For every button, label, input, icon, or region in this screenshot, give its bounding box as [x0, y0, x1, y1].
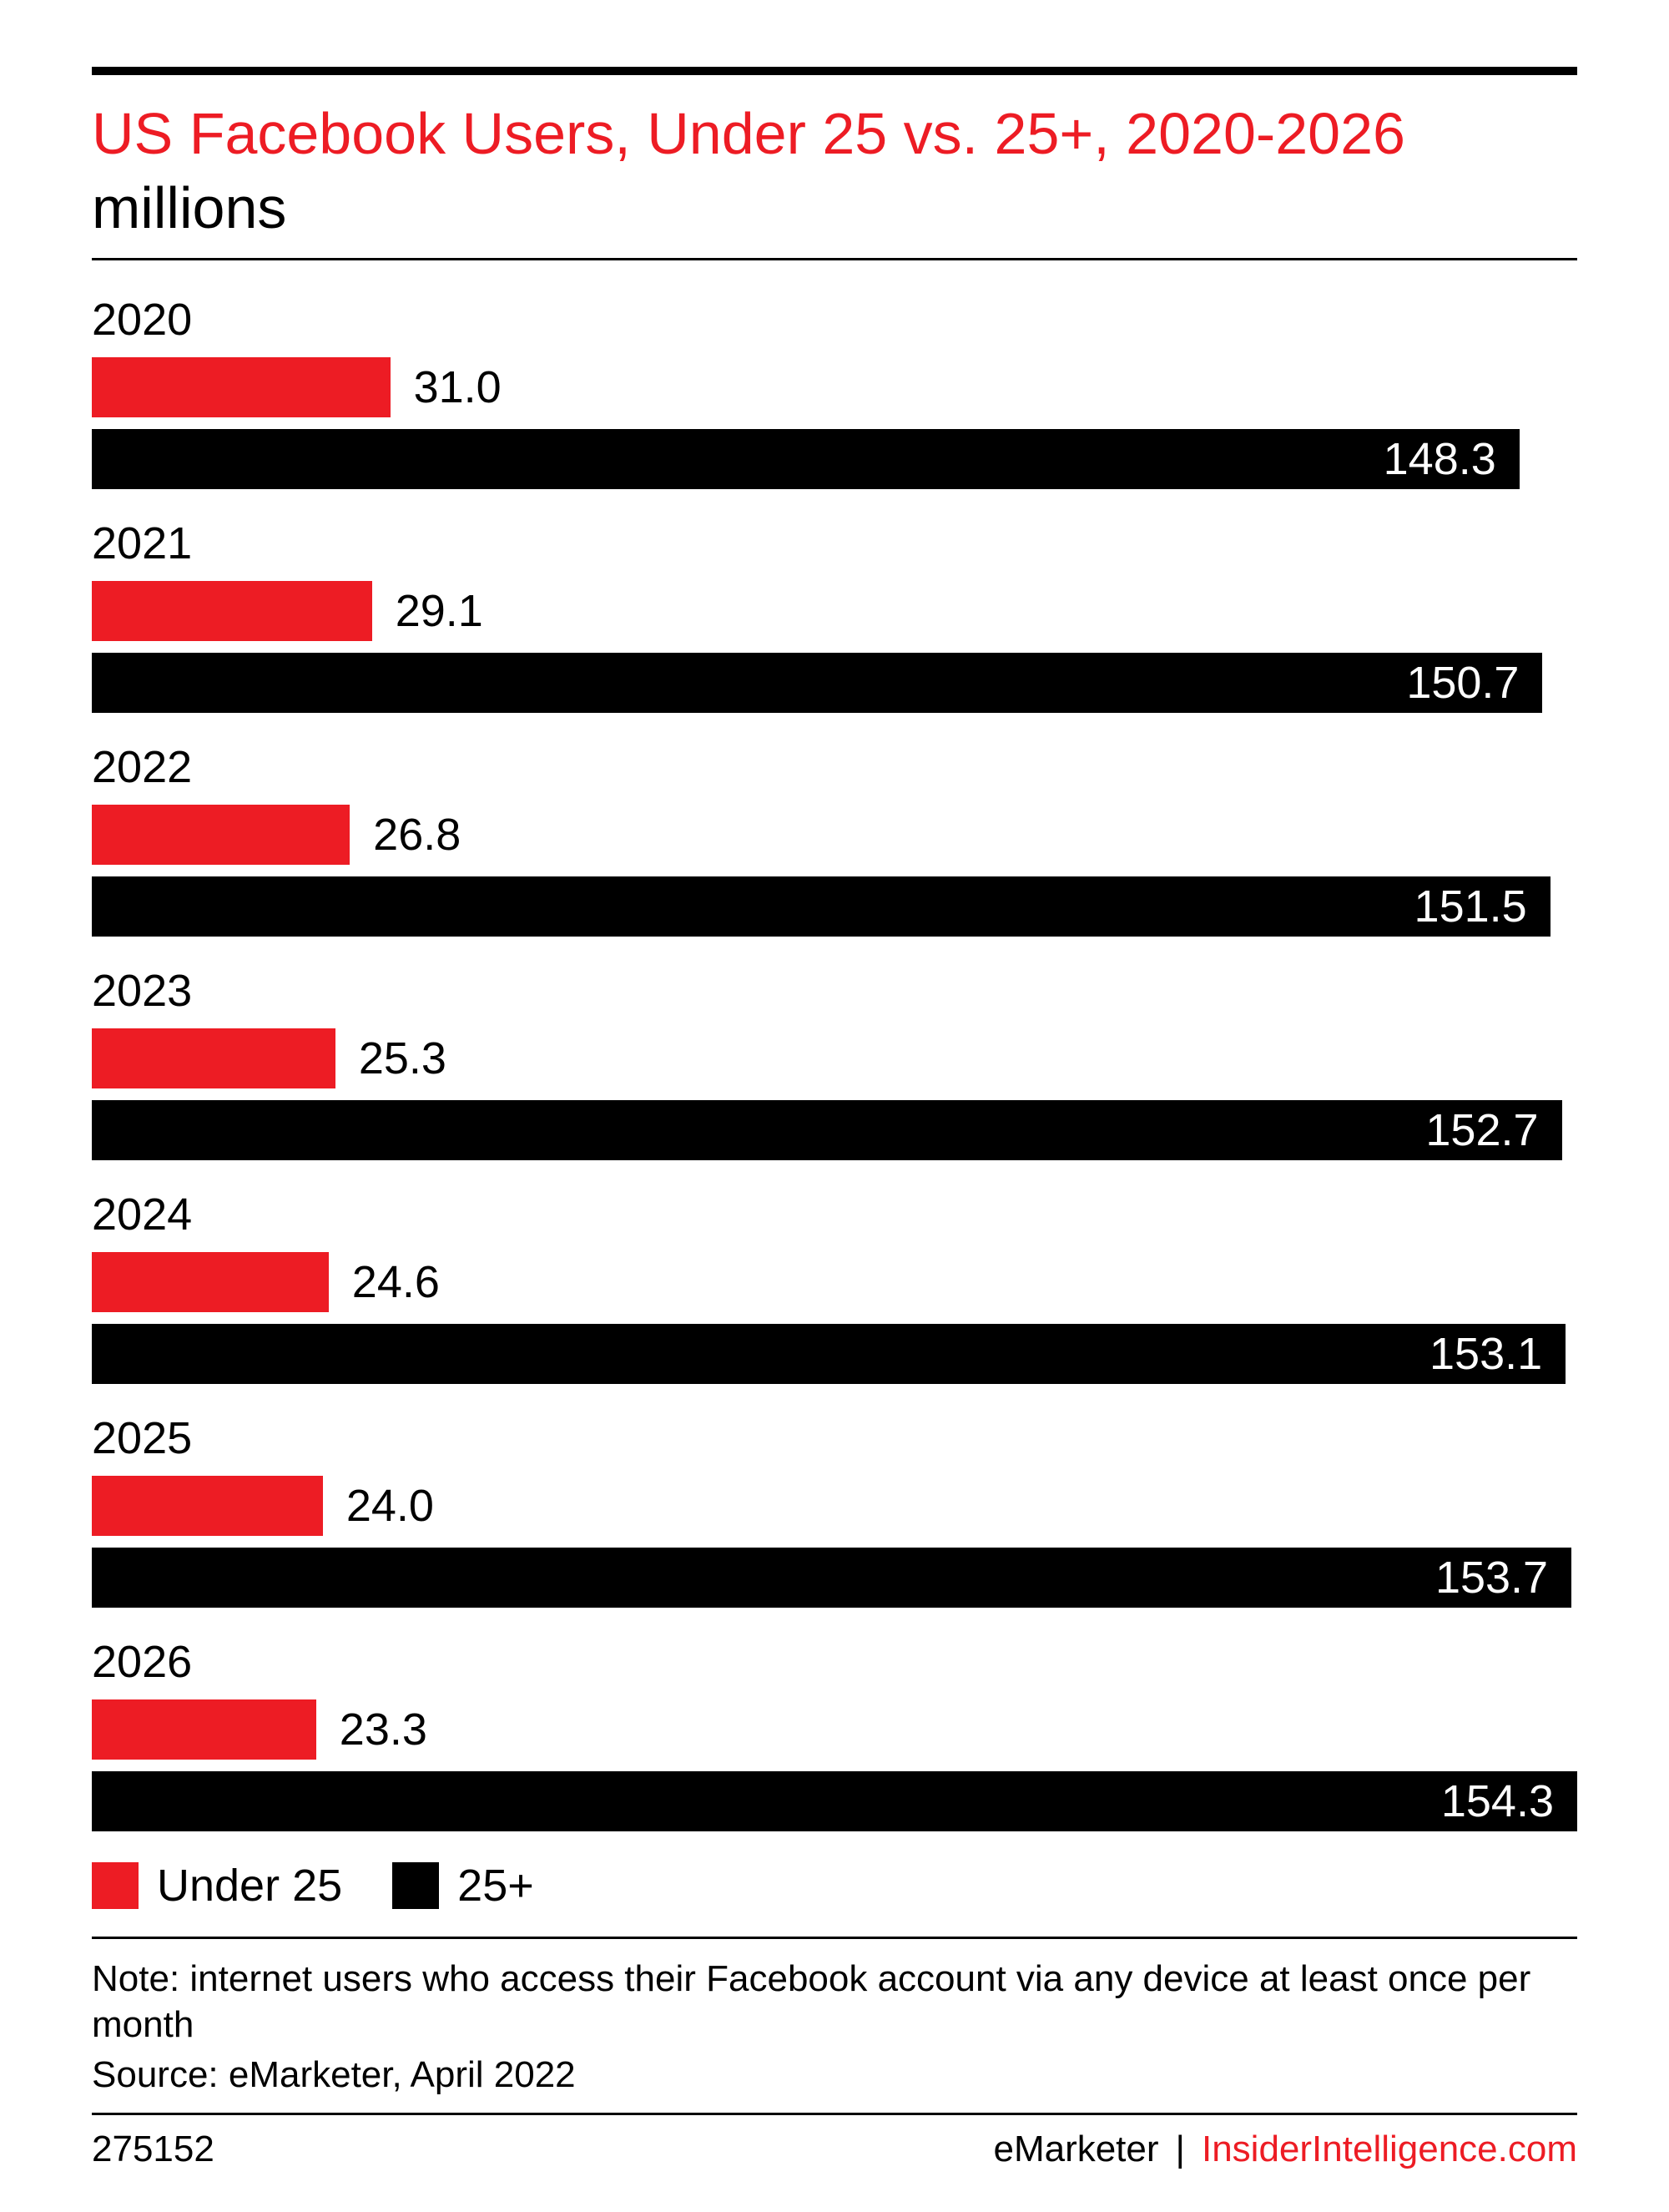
bar-over25: 148.3 — [92, 429, 1520, 489]
bar-value-label: 153.1 — [1429, 1328, 1542, 1380]
bar-row-over25: 152.7 — [92, 1100, 1577, 1160]
bar-over25: 151.5 — [92, 876, 1551, 937]
bar-value-label: 154.3 — [1441, 1775, 1554, 1827]
legend-swatch — [92, 1862, 139, 1909]
year-group: 2022 26.8 151.5 — [92, 741, 1577, 937]
bar-under25 — [92, 1028, 335, 1088]
footer: 275152 eMarketer | InsiderIntelligence.c… — [92, 2129, 1577, 2170]
bar-over25: 154.3 — [92, 1771, 1577, 1831]
footer-rule — [92, 2113, 1577, 2115]
bar-over25: 153.7 — [92, 1548, 1571, 1608]
year-group: 2023 25.3 152.7 — [92, 965, 1577, 1160]
bar-row-over25: 153.1 — [92, 1324, 1577, 1384]
chart-source: Source: eMarketer, April 2022 — [92, 2054, 1577, 2096]
subtitle-rule — [92, 258, 1577, 260]
chart-subtitle: millions — [92, 174, 1577, 241]
bar-under25 — [92, 1252, 329, 1312]
bar-value-label: 31.0 — [414, 361, 502, 413]
footer-id: 275152 — [92, 2129, 214, 2170]
bar-over25: 153.1 — [92, 1324, 1566, 1384]
legend-label: Under 25 — [157, 1860, 342, 1912]
bar-row-over25: 150.7 — [92, 653, 1577, 713]
bar-under25 — [92, 357, 391, 417]
footer-separator: | — [1176, 2129, 1185, 2170]
note-top-rule — [92, 1937, 1577, 1939]
bar-row-under25: 24.6 — [92, 1252, 1577, 1312]
year-group: 2020 31.0 148.3 — [92, 294, 1577, 489]
year-group: 2024 24.6 153.1 — [92, 1189, 1577, 1384]
bar-value-label: 151.5 — [1414, 881, 1527, 932]
bar-row-under25: 24.0 — [92, 1476, 1577, 1536]
year-label: 2023 — [92, 965, 1577, 1017]
legend-item-under25: Under 25 — [92, 1860, 342, 1912]
bar-value-label: 24.6 — [352, 1256, 440, 1308]
bar-over25: 152.7 — [92, 1100, 1562, 1160]
bar-row-under25: 26.8 — [92, 805, 1577, 865]
bar-value-label: 152.7 — [1425, 1104, 1538, 1156]
chart-note: Note: internet users who access their Fa… — [92, 1956, 1577, 2048]
bar-row-over25: 154.3 — [92, 1771, 1577, 1831]
bar-value-label: 25.3 — [359, 1033, 446, 1084]
bar-value-label: 153.7 — [1435, 1552, 1548, 1603]
bar-value-label: 29.1 — [396, 585, 483, 637]
bar-row-over25: 151.5 — [92, 876, 1577, 937]
legend-swatch — [392, 1862, 439, 1909]
top-rule — [92, 67, 1577, 75]
chart-title: US Facebook Users, Under 25 vs. 25+, 202… — [92, 100, 1577, 168]
bar-row-over25: 148.3 — [92, 429, 1577, 489]
year-group: 2021 29.1 150.7 — [92, 518, 1577, 713]
year-label: 2021 — [92, 518, 1577, 569]
bar-value-label: 24.0 — [346, 1480, 434, 1532]
year-label: 2025 — [92, 1412, 1577, 1464]
footer-link[interactable]: InsiderIntelligence.com — [1202, 2129, 1577, 2170]
bar-row-under25: 25.3 — [92, 1028, 1577, 1088]
legend-label: 25+ — [457, 1860, 534, 1912]
year-group: 2026 23.3 154.3 — [92, 1636, 1577, 1831]
bar-value-label: 150.7 — [1406, 657, 1519, 709]
bar-under25 — [92, 581, 372, 641]
year-label: 2020 — [92, 294, 1577, 346]
bar-row-under25: 29.1 — [92, 581, 1577, 641]
bar-under25 — [92, 805, 350, 865]
footer-brand: eMarketer — [993, 2129, 1158, 2170]
legend: Under 25 25+ — [92, 1860, 1577, 1912]
bar-row-under25: 31.0 — [92, 357, 1577, 417]
bar-over25: 150.7 — [92, 653, 1542, 713]
year-label: 2026 — [92, 1636, 1577, 1688]
bar-value-label: 26.8 — [373, 809, 461, 861]
year-label: 2022 — [92, 741, 1577, 793]
bar-row-under25: 23.3 — [92, 1699, 1577, 1760]
bar-value-label: 148.3 — [1384, 433, 1496, 485]
bar-row-over25: 153.7 — [92, 1548, 1577, 1608]
legend-item-over25: 25+ — [392, 1860, 534, 1912]
bar-under25 — [92, 1476, 323, 1536]
chart-area: 202031.0148.3202129.1150.7202226.8151.52… — [92, 294, 1577, 1831]
bar-under25 — [92, 1699, 316, 1760]
bar-value-label: 23.3 — [340, 1704, 427, 1755]
year-group: 2025 24.0 153.7 — [92, 1412, 1577, 1608]
year-label: 2024 — [92, 1189, 1577, 1240]
